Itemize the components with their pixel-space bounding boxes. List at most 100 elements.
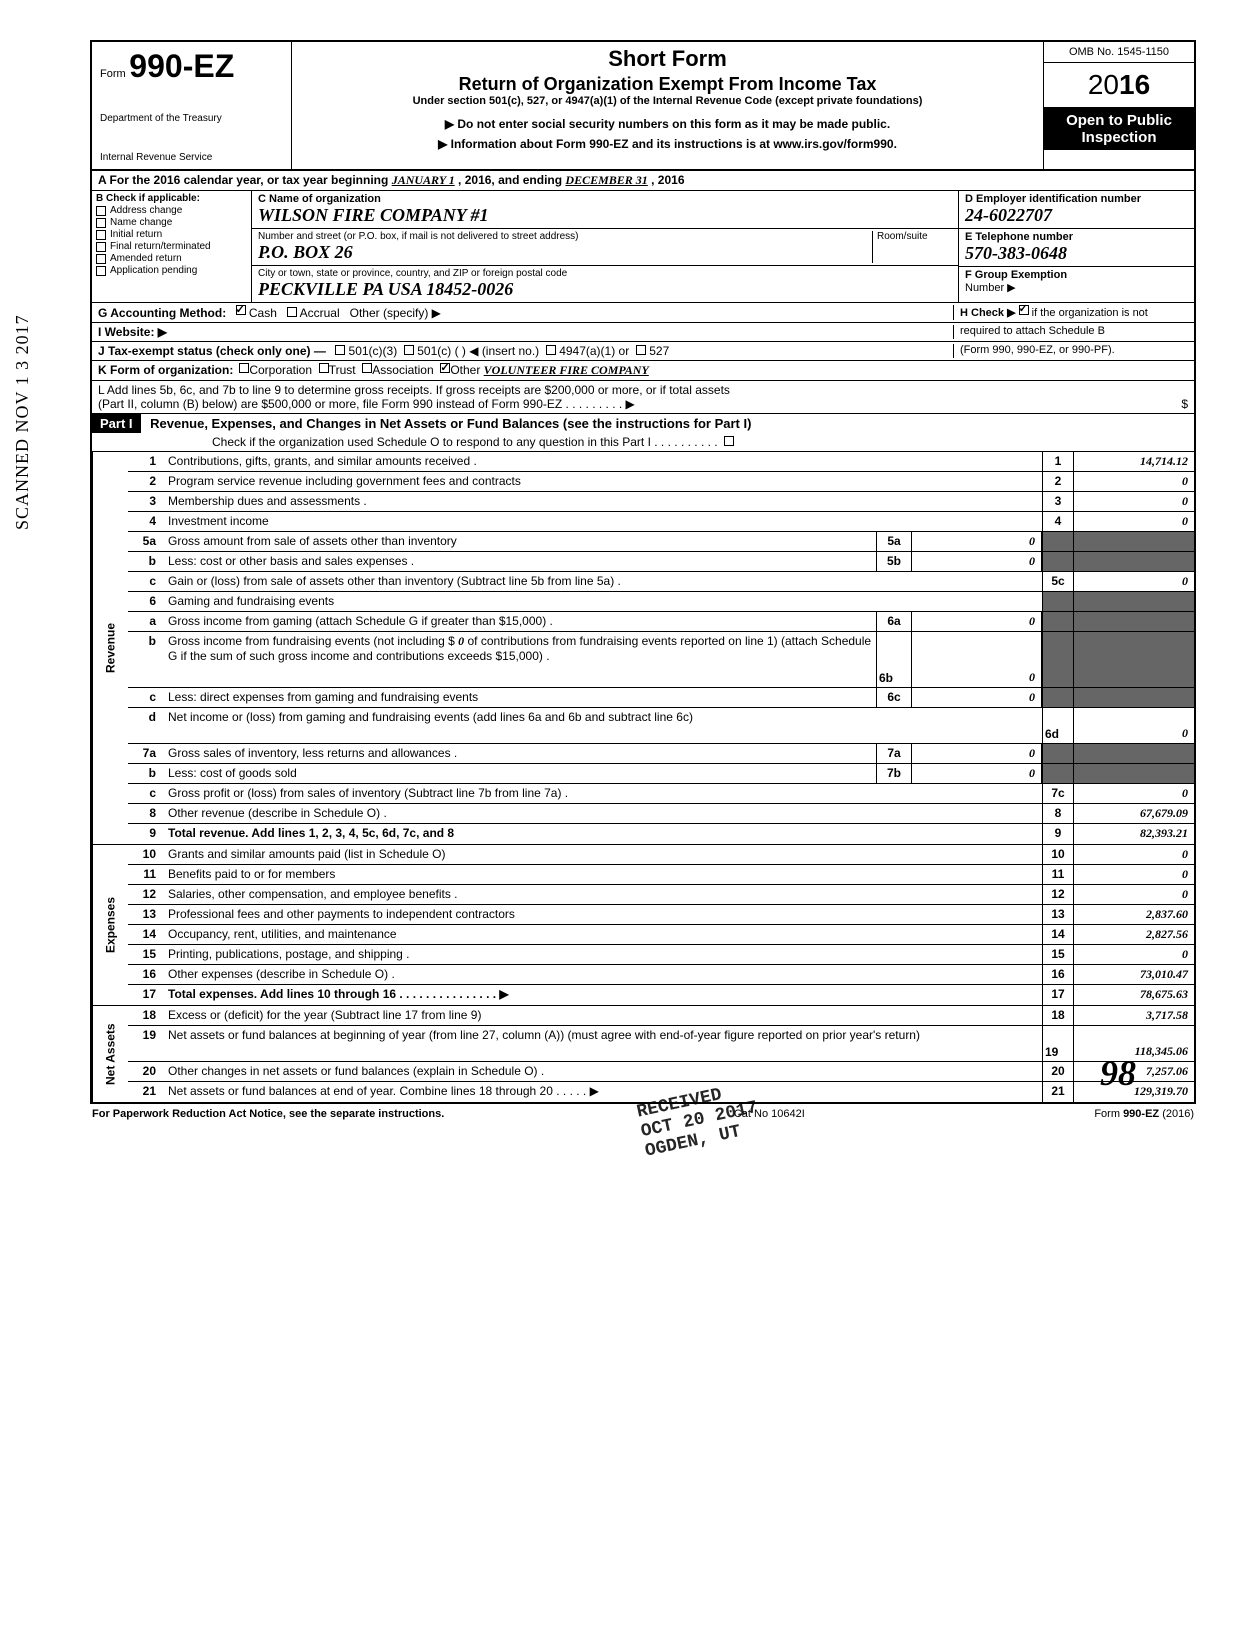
- tax-year: 2016: [1044, 63, 1194, 108]
- ln: 2: [128, 472, 164, 491]
- org-name-row: C Name of organization WILSON FIRE COMPA…: [252, 191, 958, 229]
- ln: a: [128, 612, 164, 631]
- cash-label: Cash: [249, 306, 277, 320]
- len: 9: [1042, 824, 1074, 844]
- check-501c3[interactable]: [335, 345, 345, 355]
- check-trust[interactable]: [319, 363, 329, 373]
- lmv: 0: [912, 764, 1042, 783]
- check-501c[interactable]: [404, 345, 414, 355]
- check-address-change[interactable]: Address change: [96, 205, 247, 216]
- title-short-form: Short Form: [300, 46, 1035, 72]
- form-number: 990-EZ: [129, 48, 234, 84]
- check-label: Amended return: [110, 253, 182, 264]
- check-schedule-b[interactable]: [1019, 305, 1029, 315]
- check-final-return[interactable]: Final return/terminated: [96, 241, 247, 252]
- shaded: [1042, 592, 1074, 611]
- lbv: 0: [458, 634, 464, 648]
- part1-tag: Part I: [92, 414, 141, 433]
- check-amended[interactable]: Amended return: [96, 253, 247, 264]
- ln: 10: [128, 845, 164, 864]
- ln: 18: [128, 1006, 164, 1025]
- ln: c: [128, 688, 164, 707]
- check-assoc[interactable]: [362, 363, 372, 373]
- lt: Grants and similar amounts paid (list in…: [164, 845, 1042, 864]
- lev: 0: [1074, 708, 1194, 743]
- header-left: Form 990-EZ Department of the Treasury I…: [92, 42, 292, 169]
- side-revenue: Revenue: [92, 452, 128, 844]
- check-527[interactable]: [636, 345, 646, 355]
- revenue-block: Revenue 1Contributions, gifts, grants, a…: [90, 452, 1196, 845]
- ln: 21: [128, 1082, 164, 1102]
- shaded: [1074, 688, 1194, 707]
- lev: 78,675.63: [1074, 985, 1194, 1005]
- check-other-org[interactable]: [440, 363, 450, 373]
- k-label: K Form of organization:: [98, 363, 233, 378]
- signature-98: 98: [1100, 1052, 1136, 1094]
- lt: Total expenses. Add lines 10 through 16 …: [168, 987, 509, 1001]
- check-initial-return[interactable]: Initial return: [96, 229, 247, 240]
- check-pending[interactable]: Application pending: [96, 265, 247, 276]
- org-name: WILSON FIRE COMPANY #1: [258, 205, 952, 226]
- check-corp[interactable]: [239, 363, 249, 373]
- header-center: Short Form Return of Organization Exempt…: [292, 42, 1044, 169]
- lt: Gaming and fundraising events: [164, 592, 1042, 611]
- check-schedule-o[interactable]: [724, 436, 734, 446]
- l-dollar: $: [1181, 397, 1188, 411]
- len: 1: [1042, 452, 1074, 471]
- assoc-label: Association: [372, 363, 433, 378]
- check-4947[interactable]: [546, 345, 556, 355]
- part1-header: Part I Revenue, Expenses, and Changes in…: [90, 414, 1196, 452]
- dept-treasury: Department of the Treasury: [100, 113, 283, 124]
- corp-label: Corporation: [249, 363, 312, 378]
- shaded: [1074, 552, 1194, 571]
- lev: 0: [1074, 512, 1194, 531]
- shaded: [1074, 744, 1194, 763]
- phone-value: 570-383-0648: [965, 243, 1188, 264]
- e-label: E Telephone number: [965, 231, 1188, 243]
- lt: Professional fees and other payments to …: [164, 905, 1042, 924]
- j-label: J Tax-exempt status (check only one) —: [98, 344, 326, 358]
- other-specify: Other (specify) ▶: [350, 306, 441, 320]
- lt: Total revenue. Add lines 1, 2, 3, 4, 5c,…: [168, 826, 454, 840]
- ln: 11: [128, 865, 164, 884]
- shaded: [1074, 764, 1194, 783]
- lmv: 0: [912, 552, 1042, 571]
- check-cash[interactable]: [236, 305, 246, 315]
- footer-right: Form 990-EZ (2016): [1094, 1108, 1194, 1120]
- len: 10: [1042, 845, 1074, 864]
- trust-label: Trust: [329, 363, 356, 378]
- city-value: PECKVILLE PA USA 18452-0026: [258, 279, 952, 300]
- accrual-label: Accrual: [300, 306, 340, 320]
- ein-row: D Employer identification number 24-6022…: [959, 191, 1194, 229]
- len: 2: [1042, 472, 1074, 491]
- open-public: Open to Public: [1046, 112, 1192, 129]
- check-name-change[interactable]: Name change: [96, 217, 247, 228]
- lev: 0: [1074, 865, 1194, 884]
- street-label: Number and street (or P.O. box, if mail …: [258, 231, 872, 242]
- footer-mid: Cat No 10642I: [734, 1108, 805, 1120]
- lmn: 6c: [876, 688, 912, 707]
- lt: Net income or (loss) from gaming and fun…: [164, 708, 1042, 743]
- ln: 1: [128, 452, 164, 471]
- lmn: 6b: [876, 632, 912, 687]
- open-inspection: Open to Public Inspection: [1044, 108, 1194, 150]
- d-label: D Employer identification number: [965, 193, 1188, 205]
- lmv: 0: [912, 744, 1042, 763]
- len: 20: [1042, 1062, 1074, 1081]
- c-label: C Name of organization: [258, 193, 952, 205]
- shaded: [1074, 532, 1194, 551]
- check-accrual[interactable]: [287, 307, 297, 317]
- lt: Gross sales of inventory, less returns a…: [164, 744, 876, 763]
- lt: Printing, publications, postage, and shi…: [164, 945, 1042, 964]
- scanned-stamp: SCANNED NOV 1 3 2017: [12, 314, 33, 530]
- ln: 8: [128, 804, 164, 823]
- instr-info: ▶ Information about Form 990-EZ and its …: [300, 137, 1035, 151]
- part1-title: Revenue, Expenses, and Changes in Net As…: [144, 414, 757, 433]
- l-text2: (Part II, column (B) below) are $500,000…: [98, 397, 635, 411]
- col-b-checkboxes: B Check if applicable: Address change Na…: [92, 191, 252, 302]
- other-value: VOLUNTEER FIRE COMPANY: [484, 363, 649, 378]
- lev: 0: [1074, 784, 1194, 803]
- opt-501c: 501(c) (: [417, 344, 458, 358]
- len: 12: [1042, 885, 1074, 904]
- ln: b: [128, 764, 164, 783]
